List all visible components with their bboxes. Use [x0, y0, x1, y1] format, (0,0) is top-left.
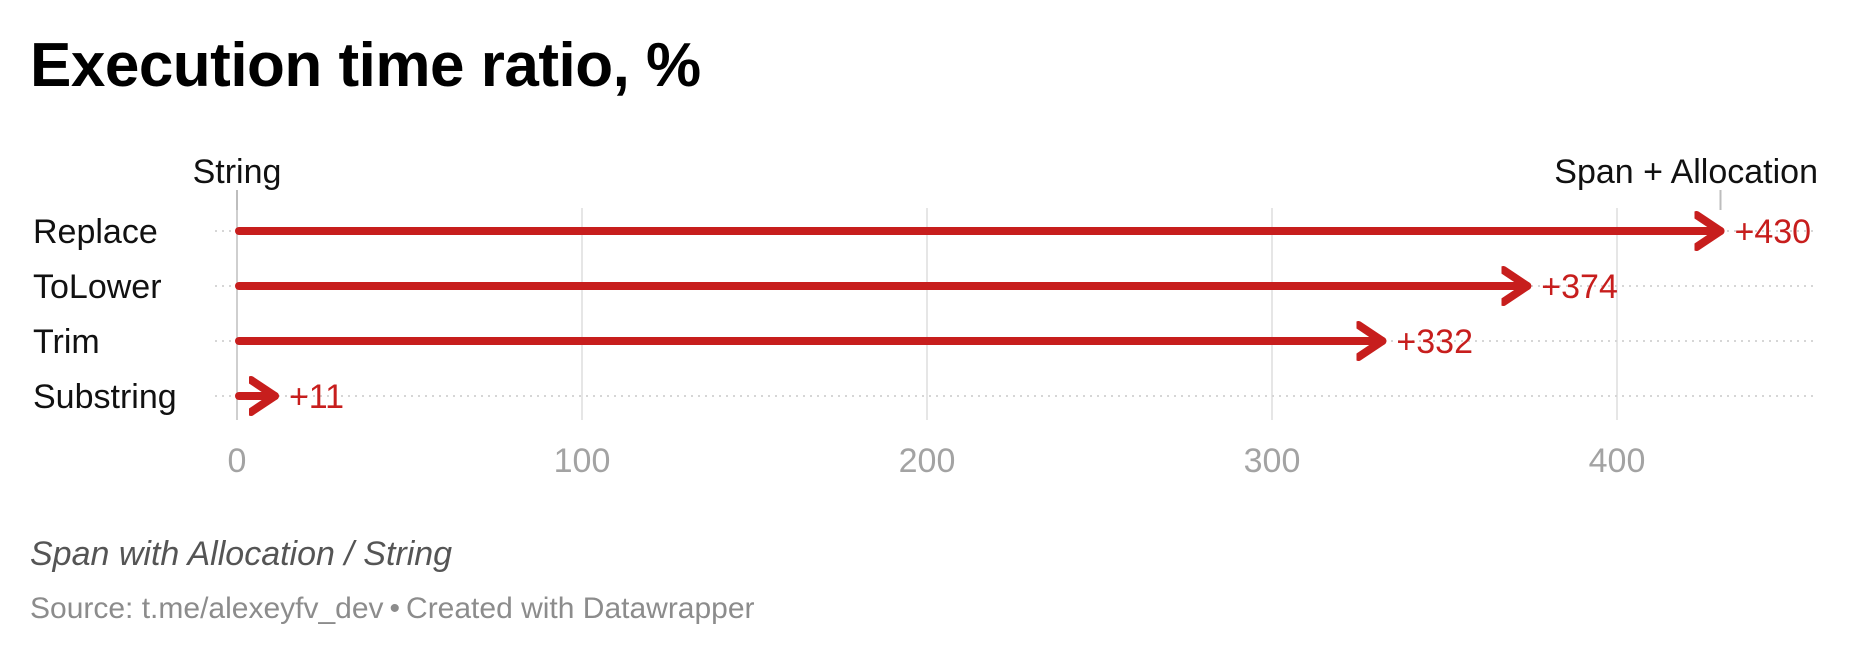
chart-footer: Source: t.me/alexeyfv_dev • Created with D… — [30, 592, 755, 626]
category-label-replace: Replace — [33, 213, 158, 251]
value-label-tolower: +374 — [1541, 268, 1618, 306]
category-labels: Replace ToLower Trim Substring — [33, 213, 177, 416]
credit-text: Created with Datawrapper — [406, 592, 755, 625]
x-tick-label-200: 200 — [899, 442, 956, 480]
category-label-trim: Trim — [33, 323, 100, 361]
x-tick-label-0: 0 — [228, 442, 247, 480]
row-guides — [215, 230, 1818, 397]
category-label-tolower: ToLower — [33, 268, 162, 306]
x-tick-label-400: 400 — [1589, 442, 1646, 480]
arrows — [235, 231, 1725, 396]
start-label: String — [193, 153, 282, 191]
x-tick-labels: 0 100 200 300 400 — [228, 442, 1646, 480]
end-label: Span + Allocation — [1554, 153, 1818, 191]
chart-notes: Span with Allocation / String — [30, 535, 453, 573]
category-label-substring: Substring — [33, 378, 177, 416]
chart-title: Execution time ratio, % — [30, 31, 701, 100]
value-label-replace: +430 — [1735, 213, 1812, 251]
arrow-chart: String Span + Allocation Replace ToLower Tr… — [33, 153, 1818, 480]
footer-separator: • — [389, 592, 401, 625]
value-label-trim: +332 — [1396, 323, 1473, 361]
value-label-substring: +11 — [289, 378, 344, 416]
x-tick-label-100: 100 — [554, 442, 611, 480]
source-text: Source: t.me/alexeyfv_dev — [30, 592, 384, 625]
grid-lines — [236, 208, 1618, 420]
x-tick-label-300: 300 — [1244, 442, 1301, 480]
header-labels: String Span + Allocation — [193, 153, 1818, 210]
value-labels: +430 +374 +332 +11 — [289, 213, 1811, 416]
